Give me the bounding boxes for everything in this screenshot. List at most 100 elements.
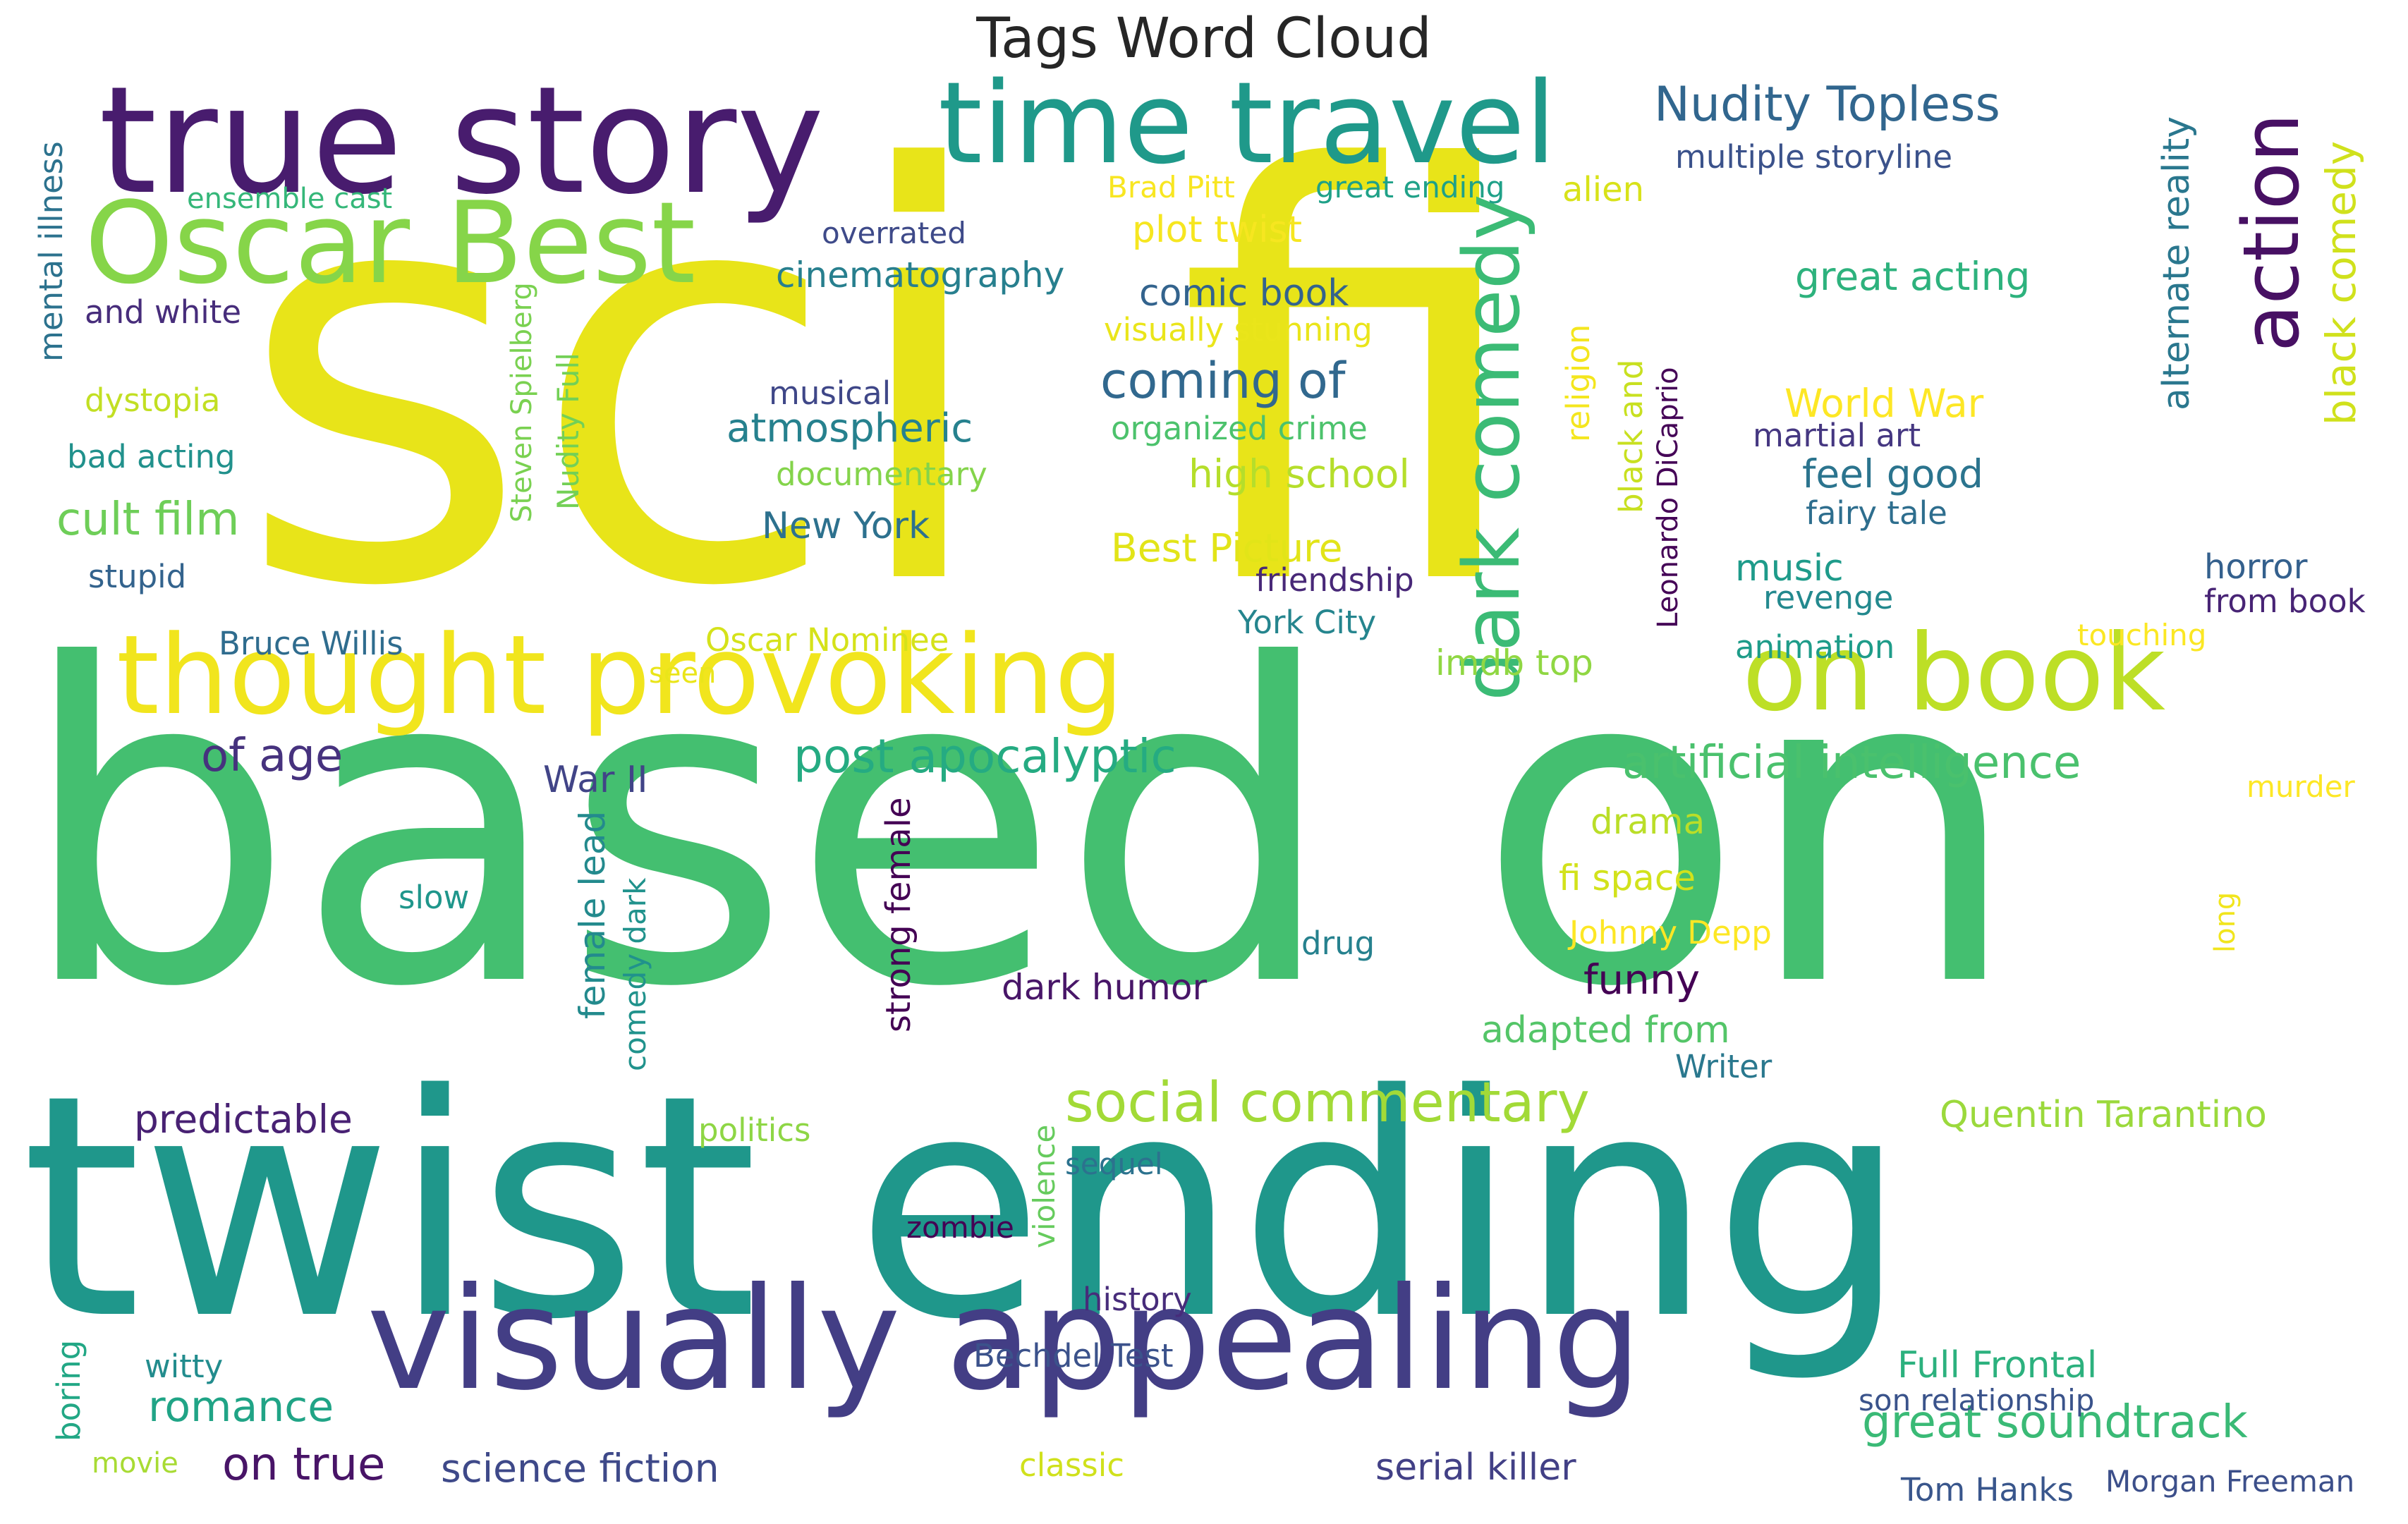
word-15: artificial intelligence [1622, 737, 2081, 789]
word-32: adapted from [1481, 1009, 1730, 1051]
word-64: friendship [1255, 561, 1414, 599]
word-92: Bechdel Test [973, 1337, 1174, 1374]
word-8: on book [1742, 612, 2166, 735]
word-76: drama [1591, 801, 1705, 842]
word-66: from book [2204, 583, 2366, 620]
word-96: movie [92, 1447, 178, 1480]
word-33: Quentin Tarantino [1940, 1094, 2267, 1136]
word-81: comedy dark [618, 877, 652, 1071]
word-13: great soundtrack [1862, 1396, 2248, 1449]
word-28: World War [1784, 381, 1984, 426]
word-67: Bruce Willis [219, 625, 403, 662]
word-75: murder [2246, 769, 2355, 804]
word-68: York City [1238, 604, 1377, 641]
word-46: and white [85, 293, 242, 331]
word-78: strong female [879, 797, 918, 1033]
word-83: drug [1301, 925, 1375, 962]
word-79: fi space [1559, 858, 1696, 898]
word-14: post apocalyptic [793, 729, 1176, 784]
word-29: feel good [1802, 451, 1983, 496]
word-73: animation [1735, 628, 1895, 666]
word-41: ensemble cast [187, 183, 393, 215]
word-35: science fiction [441, 1446, 719, 1491]
word-62: horror [2204, 547, 2308, 587]
word-5: time travel [938, 57, 1557, 189]
chart-title: Tags Word Cloud [976, 7, 1432, 71]
word-43: Brad Pitt [1107, 170, 1235, 205]
word-6: thought provoking [116, 611, 1124, 739]
word-80: slow [399, 879, 470, 916]
word-22: plot twist [1132, 209, 1303, 251]
word-56: black and [1612, 359, 1650, 513]
word-53: documentary [776, 456, 987, 493]
word-71: seen [649, 657, 717, 690]
word-25: comic book [1139, 272, 1349, 315]
word-85: dark humor [1002, 967, 1208, 1008]
word-82: Johnny Depp [1569, 914, 1772, 951]
word-21: alternate reality [2155, 116, 2198, 410]
word-63: stupid [88, 558, 187, 595]
word-20: black comedy [2317, 140, 2365, 425]
word-39: multiple storyline [1675, 138, 1953, 176]
word-19: of age [201, 730, 343, 782]
word-87: politics [698, 1111, 811, 1149]
word-93: witty [145, 1348, 224, 1385]
word-90: zombie [906, 1210, 1014, 1245]
word-88: violence [1027, 1124, 1062, 1248]
word-49: dystopia [85, 382, 221, 419]
word-61: music [1735, 547, 1844, 590]
word-72: imdb top [1435, 642, 1593, 683]
word-38: Full Frontal [1897, 1344, 2098, 1386]
word-48: Steven Spielberg [506, 282, 538, 523]
word-7: Oscar Best [85, 177, 696, 309]
word-18: cult film [56, 494, 240, 546]
word-52: organized crime [1111, 410, 1368, 447]
word-70: touching [2077, 618, 2207, 652]
word-17: atmospheric [726, 406, 973, 451]
word-95: son relationship [1859, 1383, 2095, 1418]
word-0: sci fi [236, 52, 1533, 709]
word-57: Leonardo DiCaprio [1652, 367, 1684, 628]
word-77: female lead [572, 810, 613, 1019]
word-24: cinematography [776, 255, 1065, 295]
word-9: dark comedy [1447, 194, 1537, 701]
word-60: fairy tale [1806, 494, 1947, 532]
word-98: Tom Hanks [1901, 1471, 2074, 1508]
word-65: revenge [1763, 579, 1894, 616]
word-59: Nudity Full [551, 353, 585, 510]
word-58: New York [762, 505, 930, 547]
word-47: visually stunning [1104, 311, 1373, 348]
word-54: martial art [1753, 417, 1921, 454]
word-36: serial killer [1375, 1446, 1576, 1489]
word-16: coming of [1100, 352, 1346, 410]
word-26: high school [1188, 451, 1410, 496]
word-86: Writer [1675, 1048, 1772, 1085]
word-40: mental illness [32, 141, 70, 362]
word-11: Nudity Topless [1654, 77, 2000, 133]
word-27: Best Picture [1111, 525, 1343, 571]
word-42: overrated [822, 216, 966, 250]
word-30: predictable [134, 1097, 353, 1142]
word-37: on true [222, 1439, 386, 1491]
word-2: twist ending [21, 1029, 1908, 1386]
word-45: alien [1562, 170, 1645, 209]
word-10: action [2226, 113, 2316, 352]
word-74: War II [543, 759, 648, 801]
word-99: Morgan Freeman [2105, 1464, 2355, 1499]
word-31: funny [1583, 956, 1701, 1004]
word-4: visually appealing [367, 1257, 1642, 1422]
word-89: sequel [1065, 1147, 1163, 1181]
word-44: great ending [1315, 170, 1505, 205]
word-84: long [2209, 891, 2242, 953]
word-12: social commentary [1065, 1071, 1590, 1135]
word-94: boring [50, 1339, 87, 1441]
word-69: Oscar Nominee [705, 621, 949, 659]
word-23: great acting [1795, 254, 2031, 299]
word-1: based on [18, 574, 2021, 1083]
word-55: religion [1559, 324, 1597, 442]
word-91: history [1083, 1281, 1192, 1318]
word-34: romance [148, 1382, 334, 1432]
word-97: classic [1019, 1446, 1124, 1484]
word-50: musical [769, 374, 892, 412]
